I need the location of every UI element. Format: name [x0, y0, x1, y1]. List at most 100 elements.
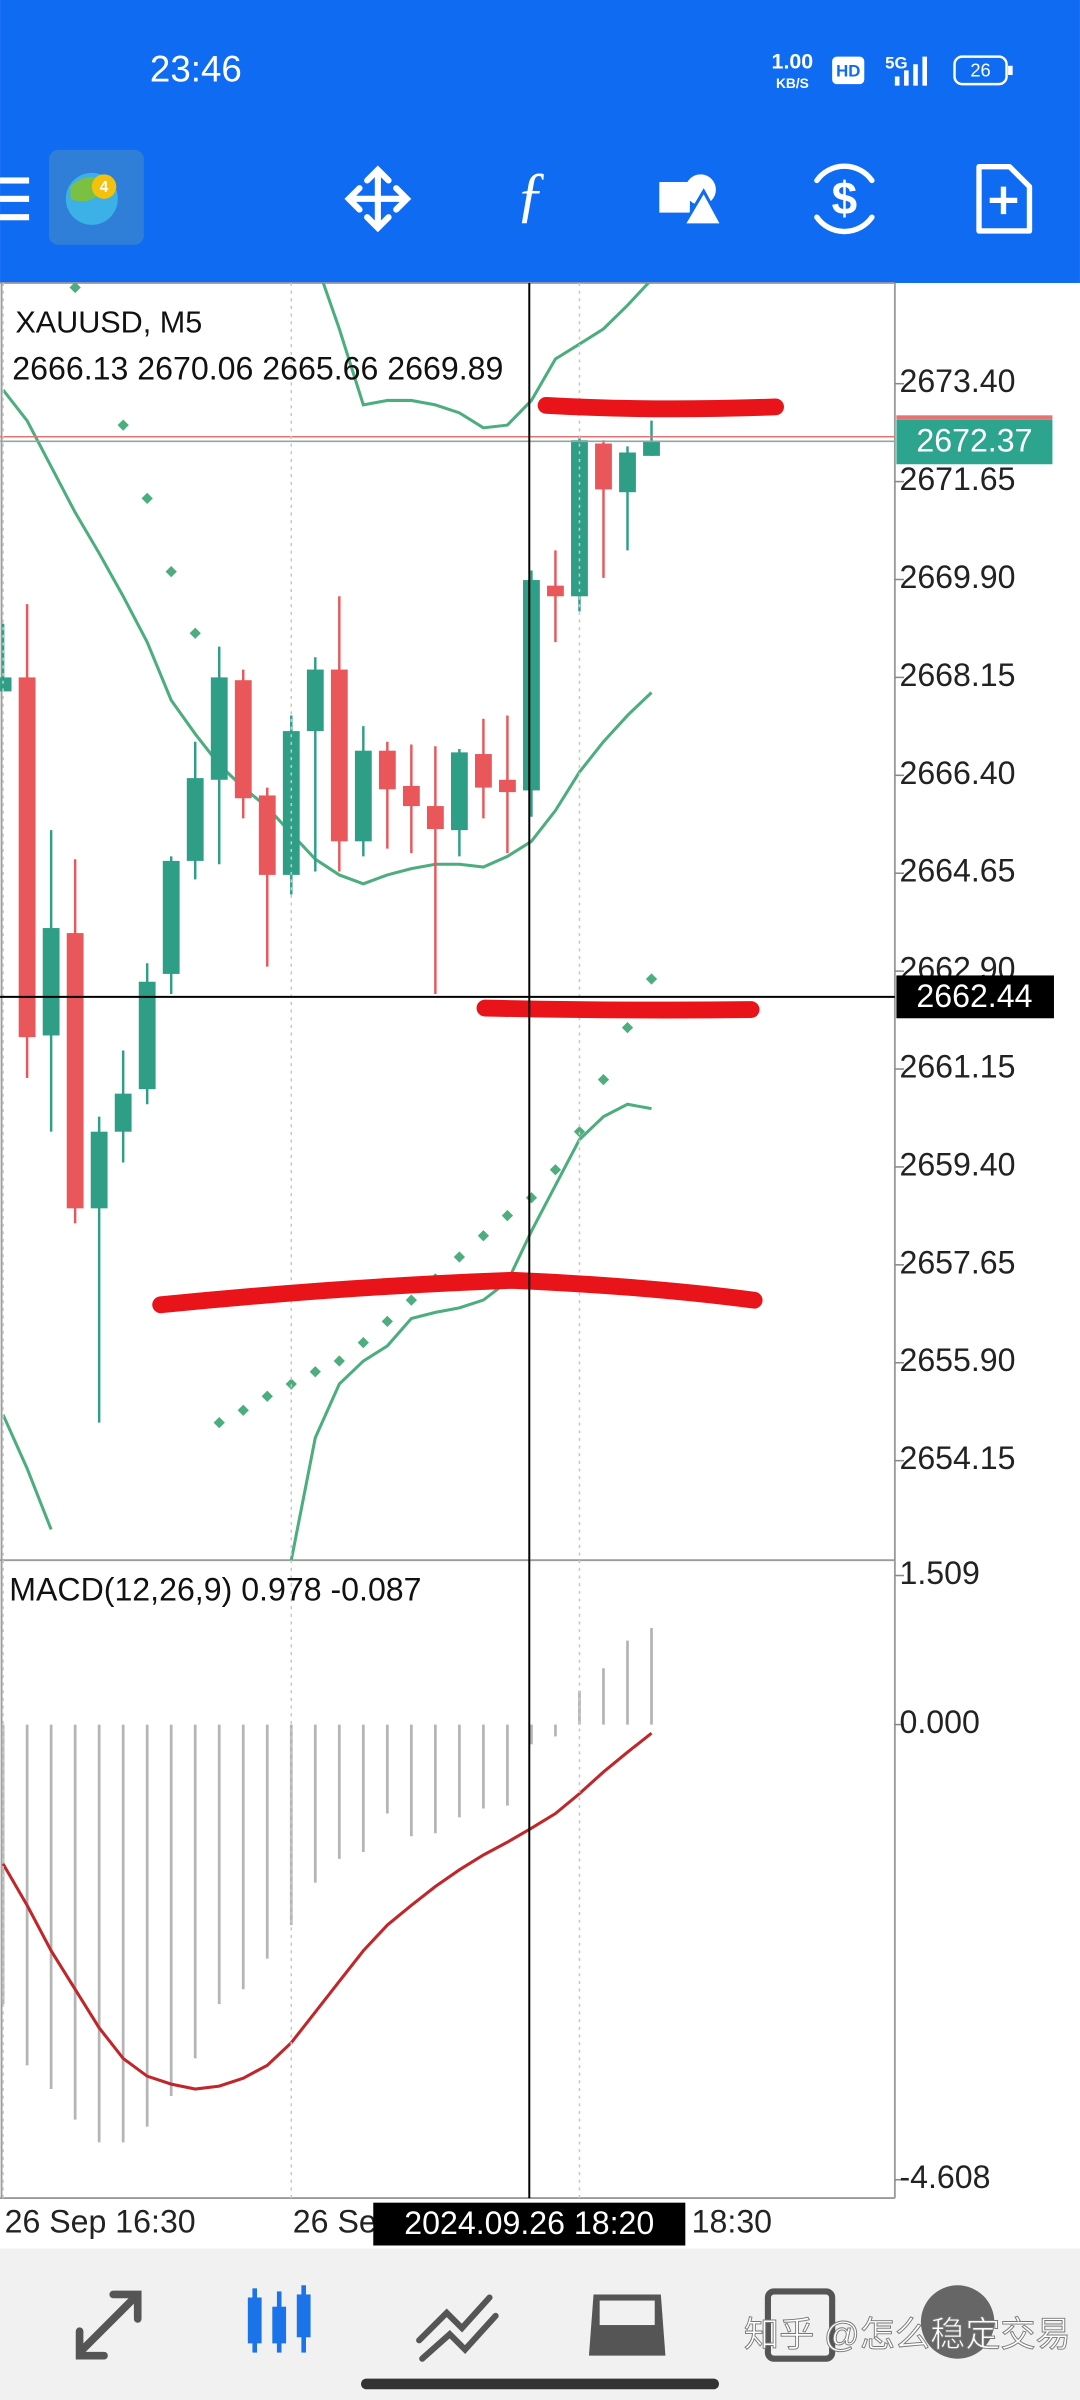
- candle-body: [523, 580, 540, 791]
- y-tick-label: 2655.90: [899, 1342, 1015, 1378]
- sar-dot: [333, 1355, 345, 1367]
- nav-quotes[interactable]: [75, 2290, 142, 2360]
- band-middle: [1, 388, 653, 886]
- y-tick-label: 0.000: [899, 1704, 979, 1740]
- sar-dot: [405, 1294, 417, 1306]
- sar-dot: [501, 1209, 514, 1222]
- y-tick-label: 2666.40: [899, 755, 1015, 791]
- nav-settings[interactable]: [920, 2285, 995, 2359]
- candle-body: [619, 452, 636, 493]
- candle-body: [354, 750, 372, 842]
- y-tick-label: 2671.65: [899, 461, 1015, 497]
- candle-body: [210, 677, 228, 780]
- trade-tool[interactable]: $: [814, 163, 875, 235]
- bid-label: 2672.37: [916, 422, 1032, 458]
- y-tick-label: -4.608: [899, 2159, 990, 2195]
- objects-tool[interactable]: [659, 174, 725, 227]
- signal-icon: [894, 56, 927, 86]
- candle-body: [499, 779, 516, 793]
- sar-dot: [117, 419, 129, 431]
- app-logo[interactable]: 4: [48, 149, 144, 245]
- sar-dot: [573, 1126, 586, 1138]
- y-tick-label: 2669.90: [899, 559, 1015, 595]
- clock: 23:46: [150, 49, 242, 90]
- candle-body: [571, 440, 588, 597]
- crosshair-price-label: 2662.44: [916, 978, 1032, 1014]
- overlays: 2672.37 2662.44 2024.09.26 18:20: [0, 282, 1054, 2246]
- sar-dot: [645, 973, 658, 985]
- nav-history[interactable]: [588, 2294, 666, 2356]
- ask-label-edge: [896, 415, 1053, 420]
- candle-body: [402, 785, 420, 807]
- net-speed: 1.00: [772, 49, 814, 73]
- ohlc-header: 2666.13 2670.06 2665.66 2669.89: [12, 351, 503, 387]
- sar-dot: [285, 1378, 297, 1390]
- sar-dot: [477, 1230, 490, 1242]
- indicators-tool[interactable]: ƒ: [516, 160, 547, 228]
- sar-dot: [165, 566, 177, 578]
- macd-value: 0.978: [241, 1572, 321, 1608]
- ohlc-open: 2666.13: [12, 351, 128, 387]
- candle-body: [547, 585, 564, 597]
- sar-dot: [549, 1164, 562, 1176]
- nav-trade[interactable]: [416, 2294, 499, 2362]
- sar-dot: [597, 1074, 610, 1086]
- symbol-title: XAUUSD, M5: [15, 305, 202, 339]
- ohlc-low: 2665.66: [262, 351, 378, 387]
- sar-dot: [453, 1251, 466, 1263]
- candle-body: [138, 981, 156, 1090]
- crosshair-time-label: 2024.09.26 18:20: [404, 2205, 654, 2241]
- price-panel: [0, 282, 895, 1561]
- battery-icon: [953, 55, 1008, 86]
- network-type: 5G: [885, 54, 907, 73]
- band-lower: [1, 1102, 652, 1561]
- candle-body: [186, 778, 204, 861]
- candle-body: [90, 1131, 108, 1209]
- nav-chart[interactable]: [247, 2285, 311, 2353]
- battery-level: 26: [970, 60, 990, 81]
- home-indicator: [361, 2378, 719, 2390]
- candle-body: [595, 443, 612, 490]
- ohlc-high: 2670.06: [137, 351, 253, 387]
- candle-body: [162, 860, 180, 974]
- y-tick-label: 2657.65: [899, 1244, 1015, 1280]
- y-tick-label: 2654.15: [899, 1440, 1015, 1476]
- move-tool[interactable]: [344, 165, 412, 233]
- crosshair-time-bg: [373, 2202, 686, 2246]
- ohlc-close: 2669.89: [387, 351, 503, 387]
- candle-body: [306, 669, 324, 732]
- sar-dot: [357, 1336, 369, 1349]
- new-order-tool[interactable]: [976, 164, 1033, 234]
- candle-body: [378, 750, 396, 790]
- hd-badge: [832, 56, 865, 85]
- candle-body: [0, 677, 12, 692]
- menu-button[interactable]: [0, 177, 30, 221]
- band-upper: [321, 282, 651, 430]
- sar-dot: [189, 627, 201, 639]
- signal-line: [1, 1732, 653, 2091]
- candle-body: [643, 441, 660, 456]
- svg-text:4: 4: [100, 179, 109, 196]
- candle-body: [234, 680, 252, 799]
- candle-body: [450, 752, 468, 831]
- macd-header: MACD(12,26,9) 0.978 -0.087: [9, 1572, 421, 1608]
- y-tick-label: 2664.65: [899, 853, 1015, 889]
- x-tick-label: 26 Sep 16:30: [5, 2204, 196, 2240]
- sar-dot: [141, 492, 153, 504]
- crosshair-price-bg: [896, 975, 1054, 1019]
- nav-messages[interactable]: [764, 2288, 836, 2362]
- svg-text:$: $: [832, 172, 858, 224]
- y-tick-label: 2668.15: [899, 657, 1015, 693]
- candle-body: [66, 933, 84, 1209]
- hd-text: HD: [836, 61, 860, 80]
- sar-dot: [261, 1390, 273, 1402]
- candle-body: [282, 731, 300, 875]
- y-tick-label: 2673.40: [899, 363, 1015, 399]
- sar-dot: [381, 1315, 393, 1327]
- sar-dot: [309, 1366, 321, 1378]
- chart-frame: [0, 282, 896, 2200]
- candle-body: [474, 754, 492, 788]
- candle-body: [18, 677, 36, 1038]
